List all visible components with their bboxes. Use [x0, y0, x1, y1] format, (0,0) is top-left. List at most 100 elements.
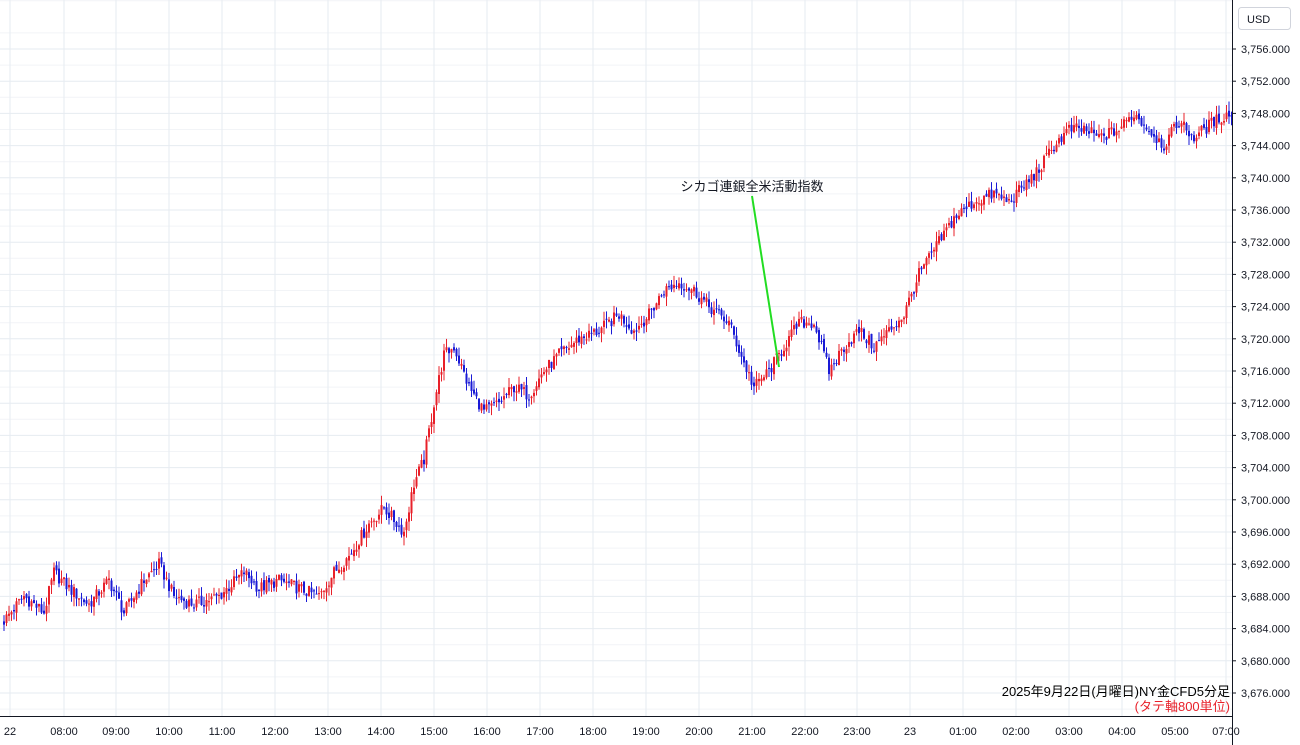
- candle-body: [595, 328, 598, 335]
- candle-body: [1198, 132, 1200, 136]
- candle-body: [713, 309, 715, 316]
- candle-body: [723, 316, 725, 322]
- candle-body: [530, 396, 533, 399]
- time-tick-label: 12:00: [261, 726, 289, 738]
- candle-body: [590, 332, 593, 334]
- candle-body: [220, 592, 223, 599]
- price-tick-label: 3,676.000: [1241, 688, 1290, 700]
- candle-body: [938, 236, 940, 244]
- candle-body: [628, 324, 630, 329]
- candle-body: [893, 327, 895, 329]
- candle-body: [683, 289, 685, 291]
- candle-body: [445, 347, 448, 351]
- candle-body: [488, 402, 490, 405]
- candle-body: [18, 599, 20, 601]
- candle-body: [1030, 174, 1033, 184]
- price-tick-label: 3,728.000: [1241, 269, 1290, 281]
- candle-body: [353, 550, 355, 557]
- candle-body: [645, 319, 648, 326]
- candle-body: [455, 348, 458, 357]
- candle-body: [898, 320, 900, 328]
- candle-body: [928, 253, 930, 258]
- candle-body: [1180, 123, 1183, 127]
- price-tick-label: 3,692.000: [1241, 559, 1290, 571]
- candle-body: [50, 579, 53, 585]
- candle-body: [170, 584, 173, 589]
- candle-body: [603, 320, 605, 327]
- candle-body: [75, 588, 78, 599]
- candle-body: [360, 530, 363, 546]
- candle-body: [1115, 131, 1118, 136]
- price-tick-label: 3,752.000: [1241, 76, 1290, 88]
- candle-body: [565, 346, 568, 348]
- candle-body: [598, 332, 600, 334]
- candle-body: [720, 309, 723, 316]
- candle-body: [608, 319, 610, 322]
- candle-body: [85, 600, 88, 604]
- candle-body: [453, 347, 455, 351]
- candle-body: [428, 428, 430, 438]
- candle-body: [768, 367, 770, 369]
- candle-body: [73, 587, 75, 598]
- candle-body: [870, 333, 873, 349]
- candle-body: [363, 528, 365, 538]
- candle-body: [93, 596, 95, 607]
- candle-body: [43, 610, 45, 614]
- candle-body: [5, 614, 8, 623]
- candle-body: [655, 303, 658, 310]
- candle-body: [610, 320, 613, 327]
- candle-body: [755, 378, 758, 386]
- candle-body: [123, 610, 125, 614]
- candle-body: [438, 375, 440, 395]
- candle-body: [325, 588, 328, 593]
- candle-body: [1148, 131, 1150, 133]
- candle-body: [153, 569, 155, 571]
- candle-body: [535, 386, 538, 391]
- candle-body: [568, 348, 570, 350]
- candle-body: [218, 594, 220, 596]
- candle-body: [1185, 123, 1188, 131]
- candle-body: [418, 466, 420, 476]
- candle-body: [275, 579, 278, 587]
- time-tick-label: 11:00: [209, 726, 236, 738]
- candle-body: [1105, 137, 1108, 140]
- candle-body: [515, 391, 518, 393]
- candle-body: [485, 404, 488, 410]
- candle-body: [40, 604, 43, 613]
- candle-body: [3, 621, 5, 625]
- candle-body: [188, 599, 190, 607]
- candle-body: [213, 594, 215, 596]
- candle-body: [688, 288, 690, 291]
- candle-body: [758, 378, 760, 382]
- candle-body: [715, 308, 718, 310]
- candle-body: [693, 286, 695, 292]
- annotation-leader-line: [751, 195, 780, 368]
- candle-body: [463, 365, 465, 372]
- candle-body: [380, 505, 383, 515]
- candle-body: [750, 371, 753, 385]
- candle-body: [753, 382, 755, 387]
- price-tick-label: 3,684.000: [1241, 624, 1290, 636]
- candle-body: [725, 321, 728, 324]
- candle-body: [388, 512, 390, 519]
- candle-body: [825, 352, 828, 357]
- candle-body: [1028, 179, 1030, 183]
- candle-body: [383, 507, 385, 509]
- candle-body: [1048, 148, 1050, 156]
- candle-body: [1068, 124, 1070, 128]
- candle-body: [1223, 121, 1225, 123]
- candle-body: [293, 580, 295, 582]
- candle-body: [230, 587, 233, 593]
- candle-body: [948, 223, 950, 226]
- candle-body: [673, 284, 675, 289]
- candle-body: [703, 296, 705, 300]
- candle-body: [728, 320, 730, 326]
- candle-body: [763, 377, 765, 381]
- time-tick-label: 02:00: [1002, 726, 1030, 738]
- candle-body: [210, 596, 213, 600]
- candle-body: [510, 386, 513, 390]
- time-tick-label: 21:00: [738, 726, 766, 738]
- candle-body: [933, 249, 935, 252]
- candle-body: [908, 297, 910, 306]
- candle-body: [433, 407, 435, 424]
